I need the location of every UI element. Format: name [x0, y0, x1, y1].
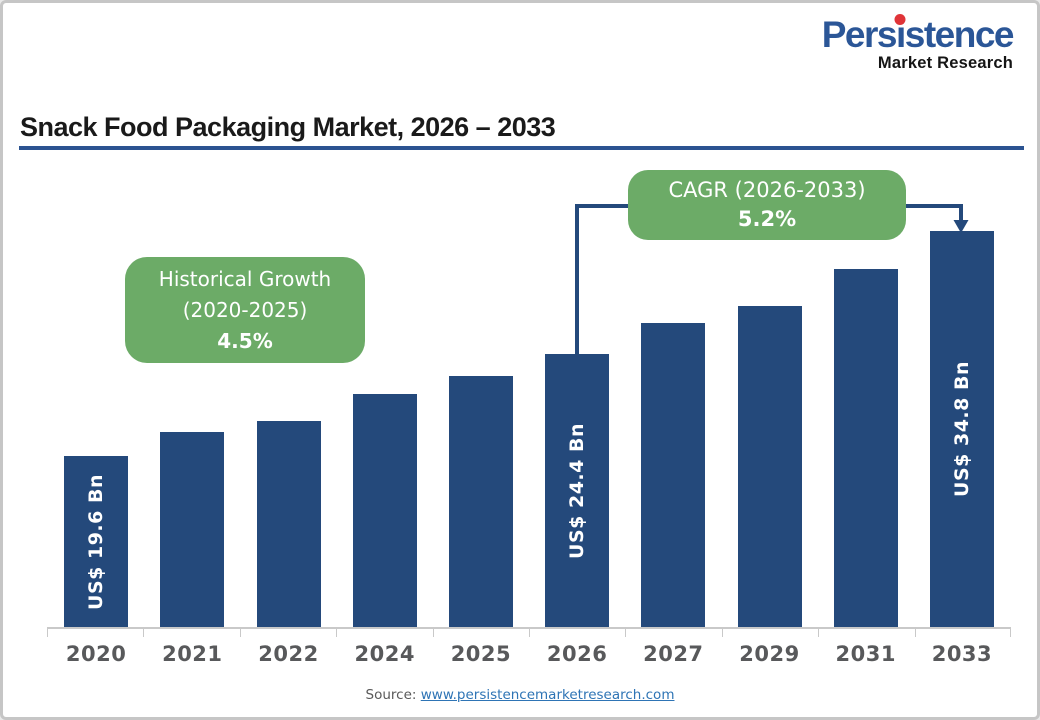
historical-growth-value: 4.5% — [217, 328, 273, 353]
axis-ticks — [47, 627, 1011, 637]
historical-growth-line2: (2020-2025) — [182, 297, 308, 322]
bar-2026: US$ 24.4 Bn — [545, 354, 610, 627]
bar-2033: US$ 34.8 Bn — [929, 231, 994, 627]
axis-tick — [432, 627, 434, 637]
x-tick-label-2021: 2021 — [162, 642, 223, 666]
x-tick-label-2024: 2024 — [354, 642, 415, 666]
x-tick-label-2029: 2029 — [739, 642, 800, 666]
x-axis-labels: 2020 2021 2022 2024 2025 2026 2027 2029 2031 2033 — [48, 642, 1010, 666]
logo-red-dot: i — [895, 14, 906, 55]
historical-growth-callout: Historical Growth (2020-2025) 4.5% — [125, 257, 365, 363]
logo: Persistence Market Research — [821, 14, 1015, 72]
plot-area: US$ 19.6 Bn US$ 24.4 Bn US$ 34.8 Bn — [48, 211, 1010, 627]
bar-2025 — [448, 376, 513, 627]
bar-value-label-2020: US$ 19.6 Bn — [85, 473, 108, 610]
bar-slot-2024 — [337, 211, 433, 627]
bar-slot-2029 — [721, 211, 817, 627]
bar-slot-2031 — [818, 211, 914, 627]
cagr-callout: CAGR (2026-2033) 5.2% — [628, 170, 906, 240]
axis-tick — [336, 627, 338, 637]
axis-tick — [239, 627, 241, 637]
axis-tick — [818, 627, 820, 637]
x-tick-label-2031: 2031 — [835, 642, 896, 666]
bar-2031 — [833, 269, 898, 627]
axis-tick — [914, 627, 916, 637]
page-title: Snack Food Packaging Market, 2026 – 2033 — [20, 112, 556, 142]
bar-slot-2026: US$ 24.4 Bn — [529, 211, 625, 627]
bar-slot-2021 — [144, 211, 240, 627]
x-tick-label-2025: 2025 — [450, 642, 512, 666]
x-tick-label-2033: 2033 — [931, 642, 993, 666]
logo-secondary: Market Research — [877, 54, 1013, 72]
bar-value-label-2026: US$ 24.4 Bn — [566, 422, 589, 559]
source-line: Source: www.persistencemarketresearch.co… — [3, 687, 1037, 703]
title-underline — [19, 146, 1024, 150]
bar-2029 — [737, 306, 802, 627]
historical-growth-line1: Historical Growth — [158, 266, 332, 291]
bar-2021 — [160, 432, 225, 627]
cagr-line1: CAGR (2026-2033) — [668, 177, 866, 202]
bar-slot-2025 — [433, 211, 529, 627]
bar-2020: US$ 19.6 Bn — [64, 456, 129, 627]
axis-tick — [529, 627, 530, 637]
axis-tick — [721, 627, 723, 637]
x-tick-label-2022: 2022 — [258, 642, 319, 666]
bar-slot-2027 — [625, 211, 721, 627]
bar-slot-2033: US$ 34.8 Bn — [914, 211, 1010, 627]
x-tick-label-2027: 2027 — [643, 642, 704, 666]
source-prefix: Source: — [365, 687, 421, 703]
logo-primary: Persistence — [821, 14, 1015, 55]
bar-2024 — [352, 394, 417, 627]
axis-tick — [625, 627, 627, 637]
axis-tick — [47, 627, 48, 637]
bar-2027 — [641, 323, 706, 627]
x-tick-label-2026: 2026 — [546, 642, 608, 666]
bar-value-label-2033: US$ 34.8 Bn — [950, 361, 973, 497]
bar-2022 — [256, 421, 321, 627]
x-tick-label-2020: 2020 — [65, 642, 127, 666]
bar-slot-2020: US$ 19.6 Bn — [48, 211, 144, 627]
axis-tick — [143, 627, 145, 637]
cagr-value: 5.2% — [737, 207, 797, 231]
source-link[interactable]: www.persistencemarketresearch.com — [420, 687, 675, 703]
axis-tick — [1010, 627, 1011, 637]
bar-slot-2022 — [240, 211, 336, 627]
